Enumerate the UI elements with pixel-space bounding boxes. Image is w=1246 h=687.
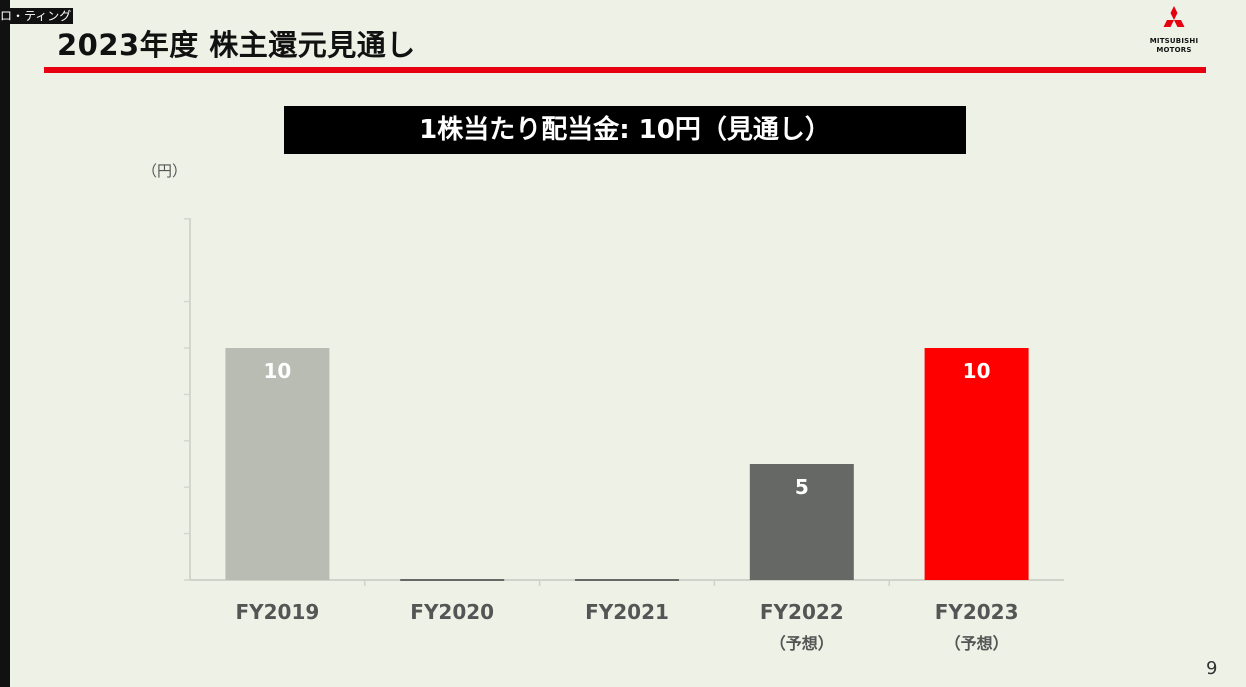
dividend-banner: 1株当たり配当金: 10円（見通し） <box>284 106 966 154</box>
x-tick-label-fy2021: FY2021 <box>585 600 669 624</box>
presentation-slide: 2023年度 株主還元見通し MITSUBISHI MOTORS 1株当たり配当… <box>10 0 1246 687</box>
bar-fy2022 <box>749 464 854 580</box>
page-number: 9 <box>1206 658 1218 679</box>
title-divider <box>44 67 1206 73</box>
data-label-fy2022: 5 <box>795 475 809 499</box>
logo-text-line1: MITSUBISHI <box>1149 37 1199 45</box>
x-tick-label-fy2022: FY2022 <box>760 600 844 624</box>
three-diamonds-logo-icon <box>1163 6 1185 27</box>
mitsubishi-motors-logo: MITSUBISHI MOTORS <box>1146 6 1202 60</box>
data-label-fy2019: 10 <box>263 359 291 383</box>
dividend-bar-chart: （円） 10 FY2019 FY2020 FY2021 5 FY2022 （予想） 10 FY20… <box>142 162 1064 653</box>
bar-fy2023 <box>924 348 1029 580</box>
x-tick-note-fy2022: （予想） <box>770 634 834 653</box>
y-axis-unit-label: （円） <box>142 162 187 180</box>
data-label-fy2023: 10 <box>963 359 991 383</box>
x-tick-label-fy2023: FY2023 <box>935 600 1019 624</box>
slide-title: 2023年度 株主還元見通し <box>57 28 416 62</box>
x-tick-note-fy2023: （予想） <box>945 634 1009 653</box>
x-tick-label-fy2019: FY2019 <box>235 600 319 624</box>
logo-text-line2: MOTORS <box>1156 46 1192 54</box>
recording-overlay-label: ロ・ティング <box>0 8 74 24</box>
x-tick-label-fy2020: FY2020 <box>410 600 494 624</box>
bar-fy2019 <box>225 348 330 580</box>
